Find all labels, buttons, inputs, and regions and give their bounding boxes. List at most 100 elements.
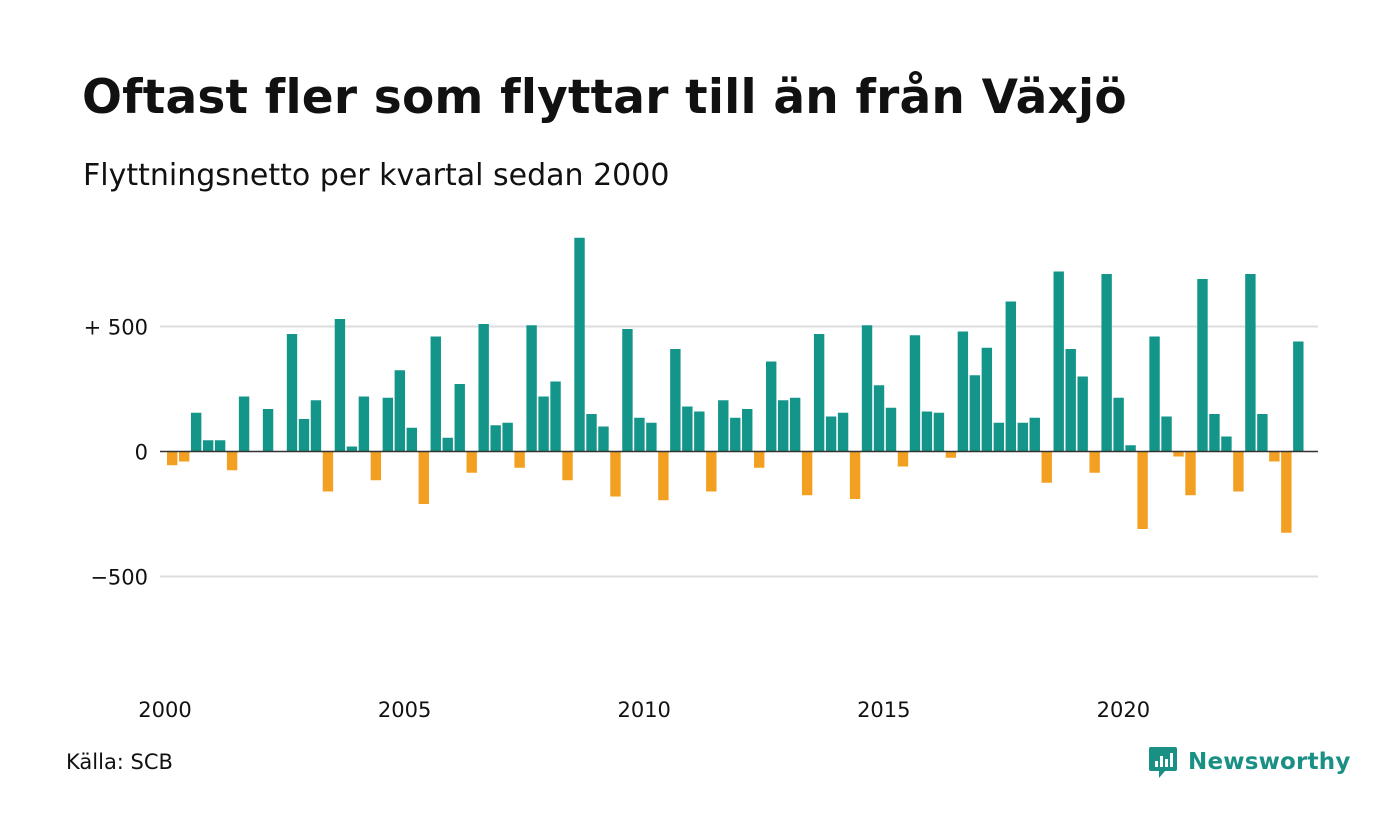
bar-positive (969, 375, 981, 452)
bar-positive (1005, 301, 1016, 452)
bar-positive (1245, 274, 1256, 452)
bar-positive (861, 325, 873, 452)
bar-positive (909, 335, 921, 452)
bar-positive (526, 325, 537, 452)
bar-positive (358, 396, 370, 452)
bar-positive (921, 411, 933, 452)
bar-positive (190, 412, 202, 452)
bar-positive (789, 397, 801, 452)
x-tick-label: 2015 (857, 698, 910, 722)
bar-positive (682, 406, 693, 452)
bar-positive (993, 422, 1005, 452)
x-tick-label: 2010 (617, 698, 670, 722)
newsworthy-logo-text: Newsworthy (1188, 749, 1351, 775)
y-tick-label: 0 (135, 441, 148, 465)
bar-negative (658, 451, 669, 501)
x-tick-label: 2005 (378, 698, 431, 722)
bar-positive (286, 334, 298, 452)
x-tick-label: 2020 (1097, 698, 1150, 722)
bar-negative (610, 451, 621, 497)
bar-negative (514, 451, 525, 468)
bar-positive (394, 370, 406, 452)
bar-positive (825, 416, 837, 452)
bar-positive (1101, 274, 1112, 452)
bar-negative (1281, 451, 1292, 533)
bar-positive (1077, 376, 1088, 452)
bar-negative (1233, 451, 1244, 492)
bar-positive (382, 397, 394, 452)
bar-positive (202, 440, 214, 452)
bar-positive (1125, 445, 1136, 452)
bar-positive (310, 400, 322, 452)
bar-positive (502, 422, 513, 452)
bar-positive (730, 417, 741, 452)
bar-positive (478, 324, 489, 452)
bar-positive (622, 329, 633, 452)
bar-negative (754, 451, 765, 468)
bar-positive (766, 361, 777, 452)
bar-negative (1137, 451, 1148, 529)
bar-positive (1209, 414, 1220, 452)
bar-positive (298, 419, 310, 452)
bar-positive (538, 396, 549, 452)
bar-negative (322, 451, 334, 492)
chart-title: Oftast fler som flyttar till än från Väx… (82, 70, 1127, 125)
bar-positive (933, 412, 945, 452)
bar-positive (334, 319, 346, 452)
bar-negative (897, 451, 909, 467)
bar-positive (694, 411, 705, 452)
bar-negative (370, 451, 382, 481)
bar-negative (1089, 451, 1100, 473)
bar-negative (466, 451, 477, 473)
bar-positive (1197, 279, 1208, 452)
bar-positive (1149, 336, 1160, 452)
bar-positive (885, 407, 897, 452)
bar-positive (238, 396, 250, 452)
y-tick-label: + 500 (84, 316, 148, 340)
bar-positive (1221, 436, 1232, 452)
bar-positive (742, 409, 753, 452)
bar-negative (562, 451, 573, 481)
bar-positive (1053, 271, 1064, 452)
source-label: Källa: SCB (66, 750, 173, 774)
bar-positive (214, 440, 226, 452)
newsworthy-logo: Newsworthy (1148, 744, 1351, 780)
bar-positive (430, 336, 441, 452)
bar-positive (586, 414, 597, 452)
bar-positive (262, 409, 274, 452)
bar-positive (1257, 414, 1268, 452)
bar-positive (777, 400, 789, 452)
bar-negative (226, 451, 238, 471)
newsworthy-logo-icon (1149, 747, 1177, 778)
chart-subtitle: Flyttningsnetto per kvartal sedan 2000 (83, 158, 670, 193)
bar-positive (873, 385, 885, 452)
bar-positive (957, 331, 969, 452)
bar-positive (346, 446, 358, 452)
bar-positive (718, 400, 729, 452)
bar-positive (574, 237, 585, 452)
bar-positive (1065, 349, 1076, 452)
bar-positive (1161, 416, 1172, 452)
y-tick-label: −500 (90, 566, 148, 590)
bar-negative (849, 451, 861, 499)
bar-positive (442, 437, 453, 452)
bar-positive (1113, 397, 1124, 452)
bar-positive (490, 425, 501, 452)
bar-positive (646, 422, 657, 452)
bar-positive (1029, 417, 1040, 452)
bar-positive (837, 412, 849, 452)
bar-positive (670, 349, 681, 452)
bar-negative (178, 451, 190, 462)
bar-negative (1041, 451, 1052, 483)
bar-positive (598, 426, 609, 452)
bar-negative (945, 451, 957, 458)
bar-negative (1185, 451, 1196, 496)
bar-positive (813, 334, 825, 452)
bar-positive (634, 417, 645, 452)
bar-negative (418, 451, 429, 504)
bar-positive (550, 381, 561, 452)
bar-positive (454, 384, 465, 452)
bar-negative (167, 451, 178, 466)
bar-positive (1017, 422, 1028, 452)
